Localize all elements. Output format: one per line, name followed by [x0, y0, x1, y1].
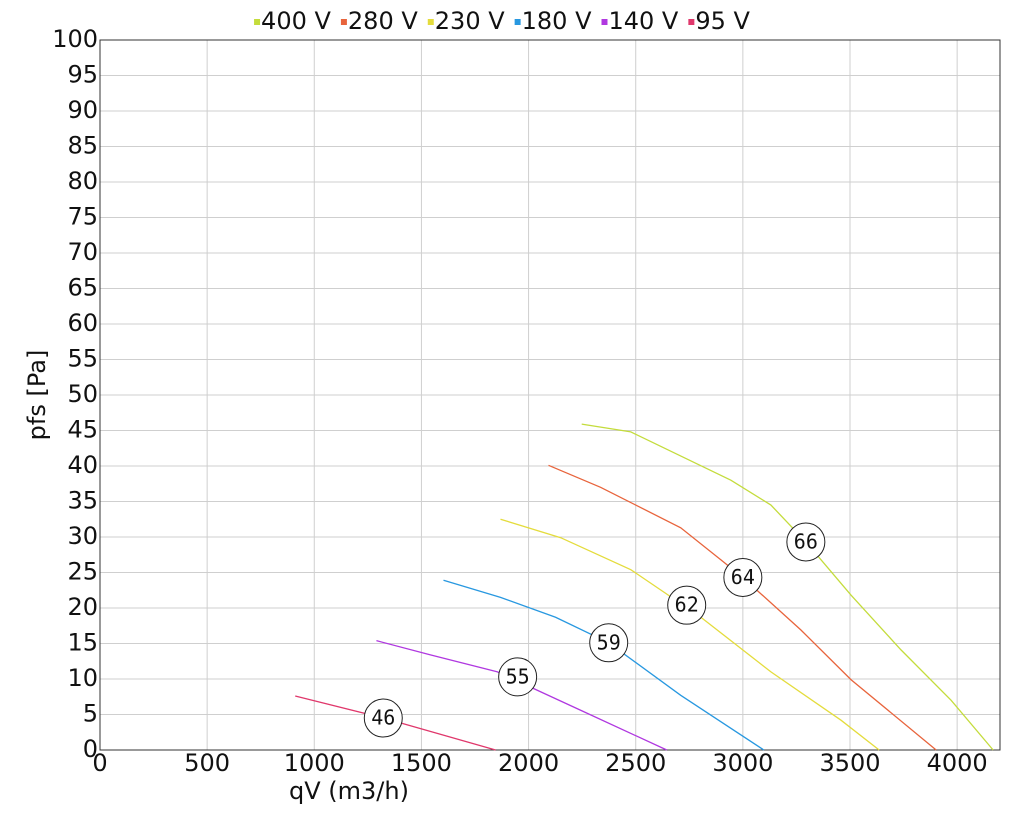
legend-label: 280 V — [348, 7, 418, 35]
series-line — [500, 518, 880, 751]
annotation-circle — [723, 557, 763, 597]
x-tick-label: 2000 — [498, 749, 559, 777]
series-line — [443, 579, 765, 751]
y-tick-label: 100 — [52, 25, 98, 53]
y-tick-label: 35 — [67, 487, 98, 515]
y-tick-label: 55 — [67, 345, 98, 373]
legend-swatch — [514, 19, 521, 25]
y-tick-label: 90 — [67, 96, 98, 124]
y-tick-label: 5 — [83, 700, 98, 728]
annotation-circle — [363, 698, 403, 738]
annotation-label: 66 — [794, 529, 818, 553]
y-tick-label: 65 — [67, 274, 98, 302]
x-tick-label: 1000 — [284, 749, 345, 777]
annotation: 46 — [363, 698, 403, 738]
x-tick-label: 3000 — [712, 749, 773, 777]
y-tick-label: 15 — [67, 629, 98, 657]
annotation-circle — [667, 585, 707, 625]
annotation-label: 55 — [506, 664, 530, 688]
annotation-label: 59 — [597, 630, 621, 654]
legend-label: 400 V — [261, 7, 331, 35]
legend-swatch — [254, 19, 261, 25]
legend-swatch — [427, 19, 434, 25]
y-axis-title: pfs [Pa] — [23, 350, 51, 441]
y-tick-label: 85 — [67, 132, 98, 160]
annotation-label: 46 — [371, 706, 395, 730]
legend-swatch — [601, 19, 608, 25]
x-tick-label: 2500 — [605, 749, 666, 777]
y-tick-label: 60 — [67, 309, 98, 337]
legend-swatch — [688, 19, 695, 25]
annotation: 55 — [498, 657, 538, 697]
y-tick-label: 20 — [67, 593, 98, 621]
x-tick-label: 4000 — [927, 749, 988, 777]
y-tick-label: 45 — [67, 416, 98, 444]
annotation: 66 — [786, 522, 826, 562]
y-tick-label: 40 — [67, 451, 98, 479]
y-tick-label: 0 — [83, 735, 98, 763]
legend-label: 140 V — [608, 7, 678, 35]
annotation-circle — [786, 522, 826, 562]
y-tick-label: 70 — [67, 238, 98, 266]
annotation: 59 — [589, 623, 629, 663]
annotation: 62 — [667, 585, 707, 625]
annotation-circle — [589, 623, 629, 663]
y-tick-label: 25 — [67, 558, 98, 586]
annotation-label: 62 — [675, 593, 699, 617]
y-tick-label: 95 — [67, 61, 98, 89]
y-tick-label: 50 — [67, 380, 98, 408]
legend-label: 180 V — [522, 7, 592, 35]
y-tick-label: 10 — [67, 664, 98, 692]
x-axis-title: qV (m3/h) — [289, 777, 409, 805]
annotation: 64 — [723, 557, 763, 597]
legend-swatch — [340, 19, 347, 25]
series-line — [376, 640, 668, 751]
series-line — [581, 423, 994, 751]
legend-label: 95 V — [695, 7, 750, 35]
x-tick-label: 500 — [184, 749, 230, 777]
annotation-label: 64 — [731, 565, 755, 589]
legend-label: 230 V — [435, 7, 505, 35]
y-tick-label: 80 — [67, 167, 98, 195]
annotation-circle — [498, 657, 538, 697]
x-tick-label: 1500 — [391, 749, 452, 777]
y-tick-label: 75 — [67, 203, 98, 231]
legend: 400 V 280 V 230 V 180 V 140 V 95 V — [254, 7, 751, 35]
x-tick-label: 0 — [92, 749, 107, 777]
y-tick-label: 30 — [67, 522, 98, 550]
x-tick-label: 3500 — [819, 749, 880, 777]
plot-border — [99, 39, 1001, 751]
